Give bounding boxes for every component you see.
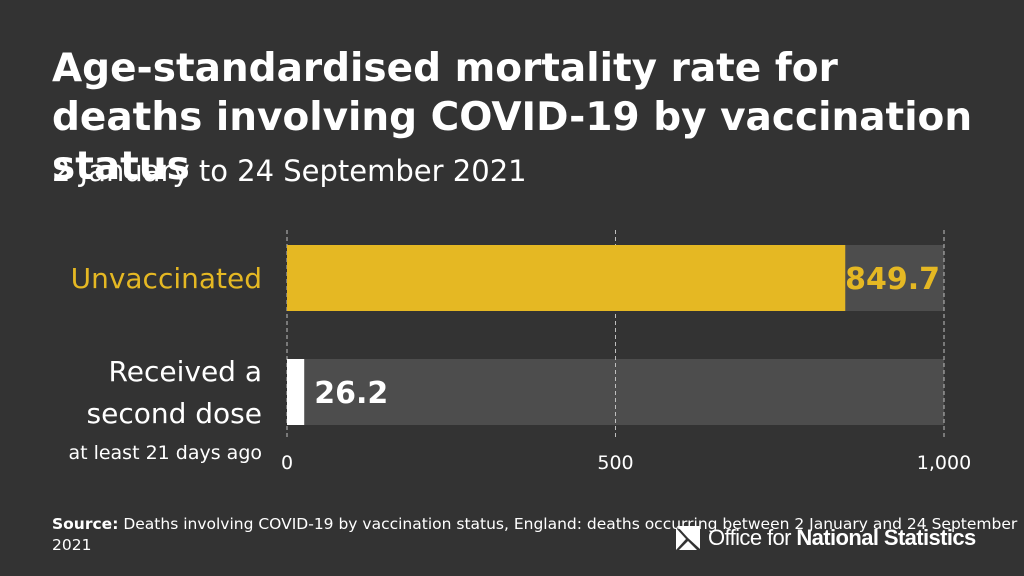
category-label-1-line-1: second dose	[87, 397, 262, 430]
chart-title: Age-standardised mortality rate for deat…	[52, 46, 973, 189]
category-label-1-line-0: Received a	[109, 355, 262, 388]
ons-logo: Office for National Statistics	[674, 522, 976, 554]
ons-logo-text: Office for National Statistics	[708, 525, 976, 551]
value-label-0: 849.7	[845, 262, 940, 297]
x-tick-label-1: 500	[597, 452, 633, 474]
bar-1	[287, 359, 305, 425]
source-note: Source: Deaths involving COVID-19 by vac…	[52, 514, 1024, 556]
x-tick-label-2: 1,000	[917, 452, 971, 474]
category-label-0-line-0: Unvaccinated	[71, 262, 262, 295]
bar-0	[287, 245, 846, 311]
x-tick-label-0: 0	[281, 452, 293, 474]
logo-text-regular: Office for	[708, 525, 791, 550]
chart-subtitle: 2 January to 24 September 2021	[52, 154, 527, 188]
bar-chart: 849.7 26.2 Unvaccinated Received a second do…	[68, 230, 971, 474]
value-label-1: 26.2	[314, 376, 388, 411]
source-label: Source:	[52, 515, 119, 533]
ons-logo-icon	[676, 526, 700, 550]
category-note-1: at least 21 days ago	[68, 442, 262, 464]
logo-text-bold: National Statistics	[796, 525, 976, 550]
source-text: Deaths involving COVID-19 by vaccination…	[52, 515, 1018, 554]
